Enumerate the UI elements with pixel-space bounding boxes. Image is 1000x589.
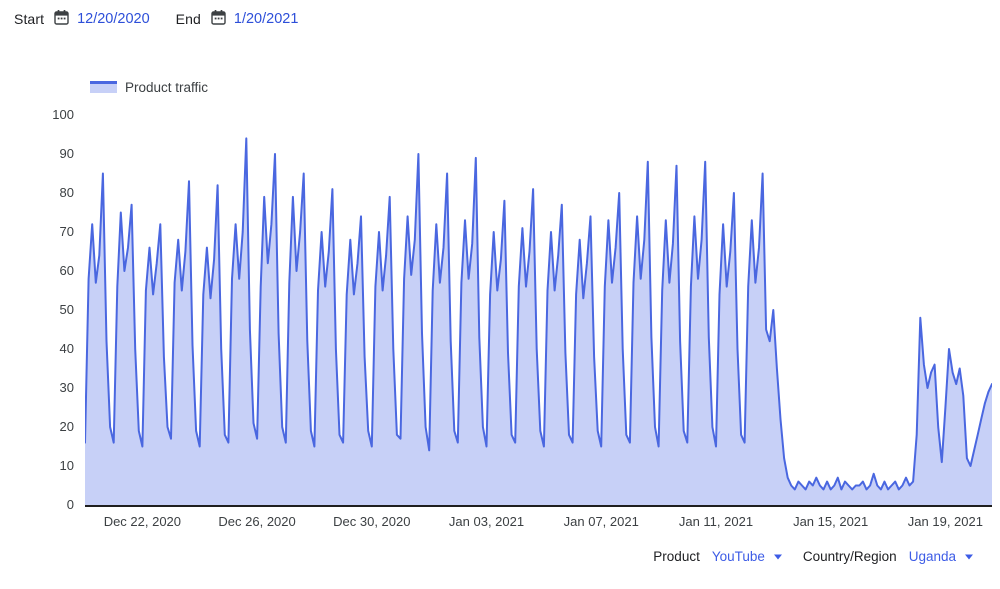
legend: Product traffic	[90, 80, 208, 95]
chevron-down-icon	[773, 554, 783, 560]
y-tick-label: 60	[59, 263, 74, 278]
product-select[interactable]: YouTube	[712, 549, 783, 564]
end-calendar-button[interactable]	[210, 9, 227, 29]
chevron-down-icon	[964, 554, 974, 560]
legend-swatch	[90, 81, 117, 93]
x-tick-label: Dec 30, 2020	[333, 514, 411, 529]
x-tick-label: Dec 22, 2020	[103, 514, 182, 529]
y-tick-label: 40	[59, 341, 74, 356]
y-tick-label: 80	[59, 185, 74, 200]
x-tick-label: Jan 19, 2021	[907, 514, 983, 529]
country-select[interactable]: Uganda	[909, 549, 974, 564]
x-tick-label: Jan 11, 2021	[678, 514, 754, 529]
x-tick-label: Jan 07, 2021	[563, 514, 639, 529]
start-calendar-button[interactable]	[53, 9, 70, 29]
y-tick-label: 100	[52, 107, 74, 122]
calendar-icon	[53, 9, 70, 29]
product-label: Product	[653, 549, 700, 564]
y-tick-label: 10	[59, 458, 74, 473]
traffic-area-chart	[85, 137, 992, 505]
end-date-input[interactable]: 1/20/2021	[233, 11, 299, 27]
y-tick-label: 70	[59, 224, 74, 239]
x-tick-label: Jan 15, 2021	[793, 514, 869, 529]
calendar-icon	[210, 9, 227, 29]
traffic-chart: 0 10 20 30 40 50 60 70 80 90 100 Dec 22, 2020 Dec 2…	[52, 107, 992, 529]
legend-label: Product traffic	[125, 80, 209, 95]
start-label: Start	[14, 11, 45, 27]
x-tick-label: Jan 03, 2021	[448, 514, 525, 529]
y-tick-label: 0	[66, 497, 74, 512]
y-tick-label: 30	[59, 380, 74, 395]
y-tick-label: 90	[59, 146, 74, 161]
filter-bar: Product YouTube Country/Region Uganda	[653, 549, 974, 564]
traffic-area	[85, 138, 992, 505]
product-value: YouTube	[711, 549, 765, 564]
traffic-line	[85, 137, 992, 491]
x-axis-line	[85, 505, 992, 507]
date-range-bar: Start 12/20/2020 End	[14, 9, 298, 29]
end-label: End	[175, 11, 201, 27]
x-tick-label: Dec 26, 2020	[218, 514, 296, 529]
country-label: Country/Region	[802, 549, 897, 564]
y-tick-label: 50	[59, 302, 74, 317]
start-date-input[interactable]: 12/20/2020	[77, 11, 150, 27]
y-tick-label: 20	[59, 419, 74, 434]
country-value: Uganda	[908, 549, 956, 564]
